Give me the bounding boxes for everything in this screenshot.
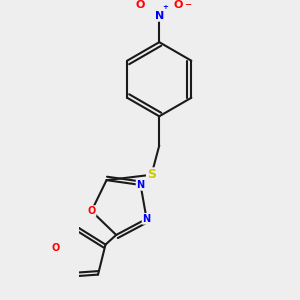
Text: O: O: [87, 206, 96, 216]
Text: S: S: [147, 168, 156, 181]
Text: N: N: [142, 214, 151, 224]
Text: O: O: [51, 243, 60, 253]
Text: O: O: [136, 0, 145, 10]
Text: N: N: [136, 180, 145, 190]
Text: N: N: [154, 11, 164, 21]
Text: O: O: [174, 0, 183, 10]
Text: −: −: [184, 0, 191, 9]
Text: +: +: [163, 4, 169, 10]
